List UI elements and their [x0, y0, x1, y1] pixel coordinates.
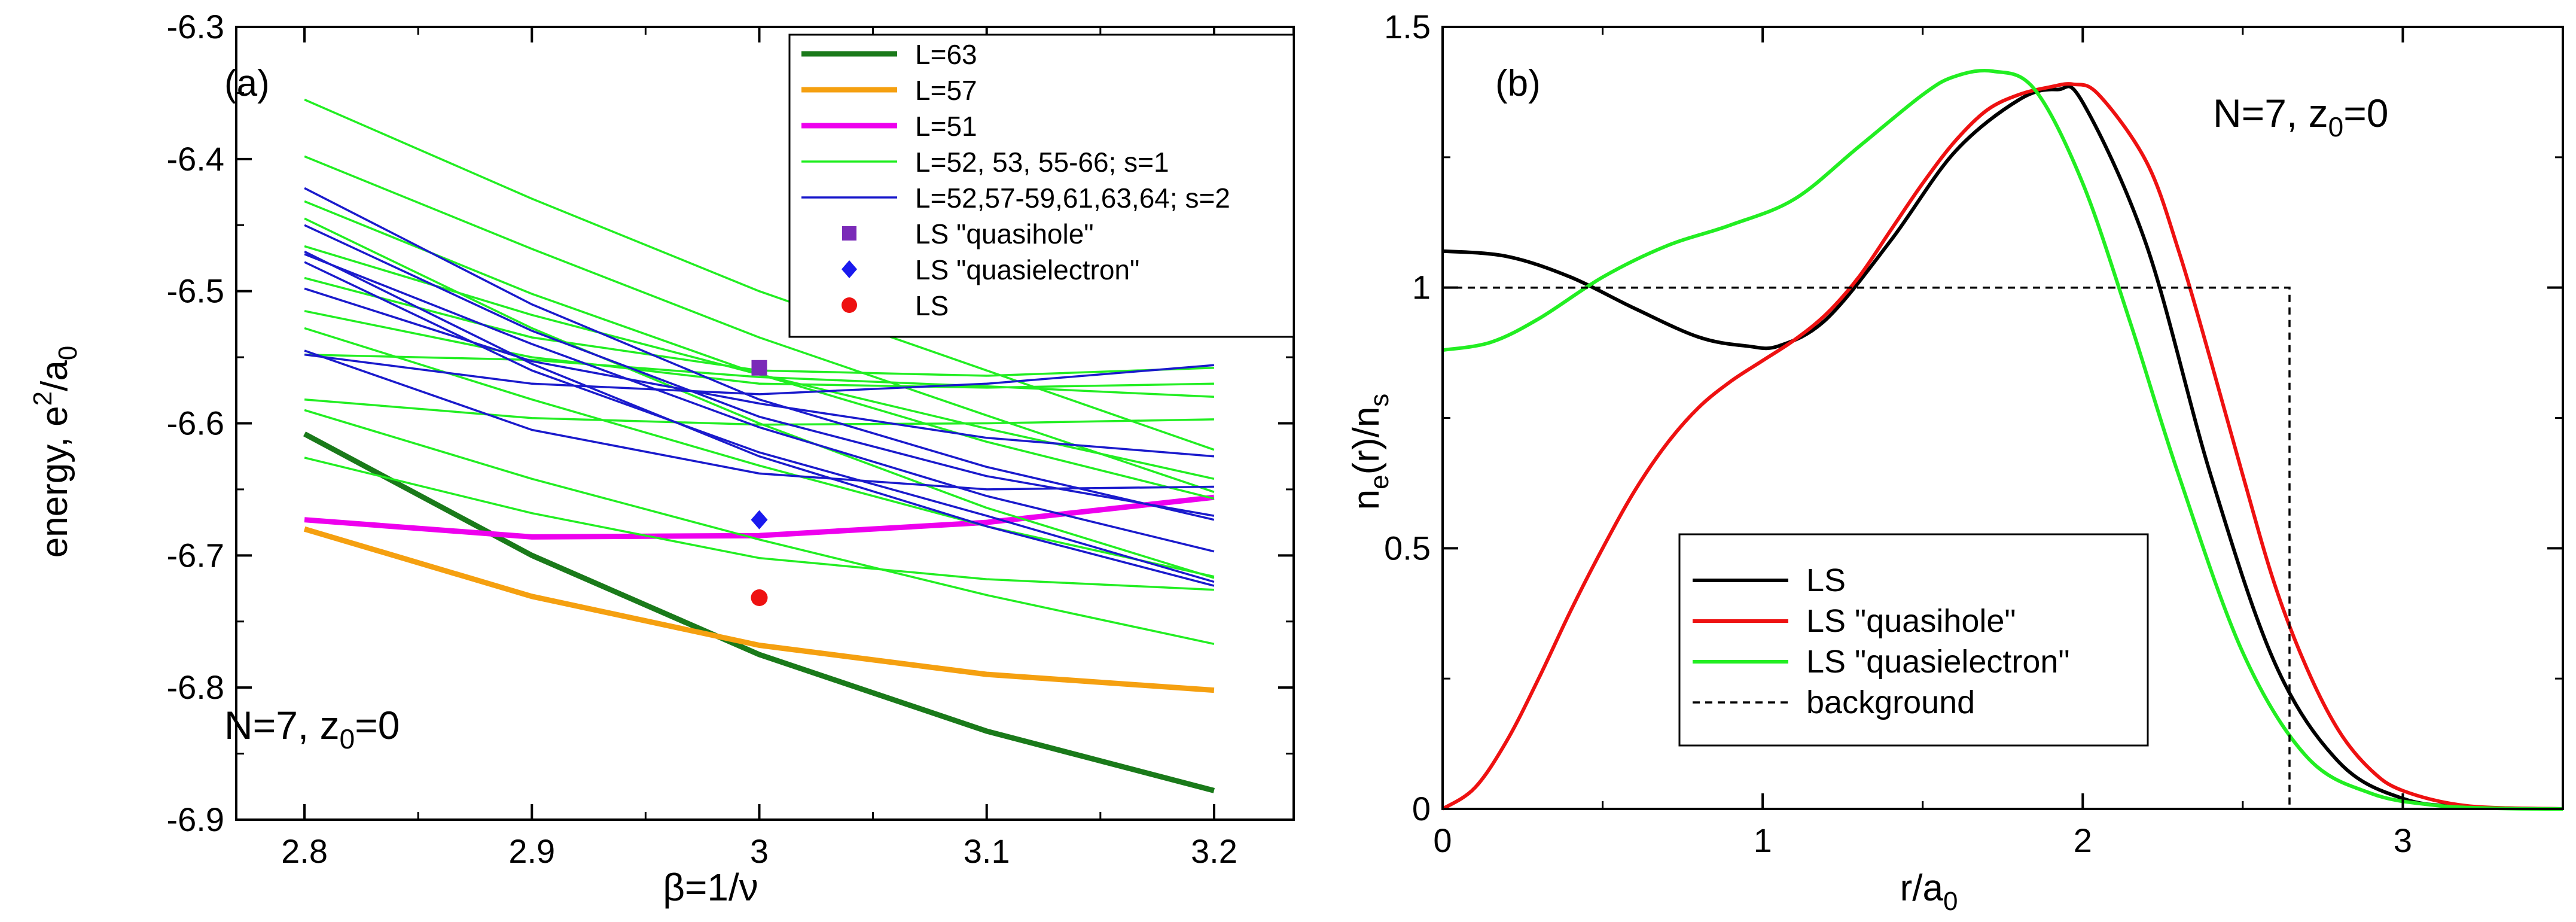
- panel-a-series-s-2-c: [304, 253, 1215, 553]
- panel-b-x-tick-label: 0: [1433, 821, 1452, 859]
- panel-a-legend-l-51-label: L=51: [915, 111, 977, 142]
- panel-a-series-s-1-b: [304, 155, 1215, 493]
- panel-a-y-tick-label: -6.8: [167, 668, 225, 706]
- panel-b-legend-ls-quasihole-label: LS "quasihole": [1806, 603, 2016, 639]
- panel-a-series-s-1-h: [304, 327, 1215, 578]
- panel-a-legend-l-52-53-55-66-s-1-label: L=52, 53, 55-66; s=1: [915, 147, 1169, 178]
- panel-a-y-tick-label: -6.7: [167, 536, 225, 574]
- panel-a-series-s-2-d: [304, 261, 1215, 583]
- panel-a-legend: L=63 L=57 L=51 L=52, 53, 55-66; s=1 L=52,57-…: [788, 34, 1295, 338]
- panel-a-y-tick-label: -6.9: [167, 801, 225, 838]
- panel-b-y-tick-label: 1: [1412, 269, 1431, 306]
- panel-a-legend-l-63-label: L=63: [915, 39, 977, 70]
- panel-a-series-s-1-j: [304, 398, 1214, 426]
- panel-a-legend-ls-quasielectron-swatch: [842, 260, 857, 278]
- panel-b-x-label: r/a0: [1900, 868, 1958, 916]
- panel-a-legend-ls-quasihole-swatch: [842, 226, 856, 241]
- panel-a-annotation: N=7, z0=0: [224, 703, 400, 754]
- panel-a-legend-box: [788, 34, 1295, 338]
- panel-a-series-s-2-a: [304, 187, 1215, 521]
- panel-b-legend-box: [1678, 533, 2149, 747]
- panel-a-x-tick-label: 3: [750, 832, 769, 870]
- panel-a-series-s-2-f: [304, 353, 1215, 395]
- panel-a-series-s-1-l: [304, 457, 1214, 591]
- panel-a-legend-ls-label: LS: [915, 290, 949, 321]
- panel-a-y-tick-label: -6.4: [167, 140, 225, 178]
- panel-a-legend-ls-quasielectron-label: LS "quasielectron": [915, 254, 1139, 285]
- panel-a-series-group: [303, 98, 1215, 793]
- panel-a-x-ticks: 2.8 2.9 3 3.1 3.2: [281, 27, 1237, 870]
- panel-a-y-tick-label: -6.6: [167, 404, 225, 442]
- panel-a-legend-entries: L=63 L=57 L=51 L=52, 53, 55-66; s=1 L=52,57-…: [801, 39, 1230, 321]
- panel-b-series-ls-quasihole: [1441, 82, 2563, 811]
- panel-b-y-ticks: 0 0.5 1 1.5: [1384, 8, 2563, 827]
- panel-b-y-label: ne(r)/ns: [1346, 394, 1394, 510]
- panel-b-y-tick-label: 0: [1412, 790, 1431, 827]
- panel-b-label: (b): [1495, 63, 1541, 104]
- panel-a-y-ticks: -6.9 -6.8 -6.7 -6.6 -6.5 -6.4 -6.3: [167, 8, 1294, 838]
- panel-b-legend: LS LS "quasihole" LS "quasielectron" backgr…: [1678, 533, 2149, 747]
- panel-b-annotation: N=7, z0=0: [2213, 91, 2388, 142]
- panel-b-series-group: [1441, 68, 2563, 811]
- panel-a-label: (a): [224, 63, 270, 104]
- panel-a-y-label: energy, e2/a0: [28, 346, 83, 558]
- panel-b-legend-ls-quasielectron-label: LS "quasielectron": [1806, 644, 2070, 680]
- panel-a-series-s-2-e: [304, 250, 1215, 587]
- panel-b-x-ticks: 0 1 2 3: [1433, 27, 2564, 859]
- panel-a-series-s-2-g: [304, 349, 1214, 491]
- panel-a-series-l-57: [303, 526, 1215, 693]
- panel-a: 2.8 2.9 3 3.1 3.2 -6.9-6.8-6.7-6.6-6.5-6.4-6…: [28, 8, 1295, 909]
- panel-b-x-tick-label: 3: [2394, 821, 2412, 859]
- panel-b: 0 1 2 3 0 0.5 1 1.5 (b) N=7, z0=0 r/a0 ne(r)/n…: [1346, 8, 2564, 916]
- panel-a-point-ls-quasihole: [751, 360, 767, 376]
- panel-a-series-s-1-k: [304, 409, 1215, 646]
- panel-a-legend-l-52-57-59-61-63-64-s-2-label: L=52,57-59,61,63,64; s=2: [915, 182, 1230, 214]
- panel-a-x-tick-label: 3.2: [1191, 832, 1237, 870]
- panel-a-legend-ls-swatch: [842, 297, 857, 313]
- panel-a-x-tick-label: 2.8: [281, 832, 328, 870]
- panel-a-x-label: β=1/ν: [663, 866, 758, 909]
- panel-a-legend-l-57-label: L=57: [915, 75, 977, 106]
- panel-b-series-ls-quasielectron: [1442, 68, 2563, 811]
- panel-a-series-s-1-i: [304, 353, 1214, 398]
- panel-a-y-tick-label: -6.3: [167, 8, 225, 45]
- panel-b-legend-entries: LS LS "quasihole" LS "quasielectron" backgr…: [1693, 562, 2070, 720]
- panel-a-series-s-1-g: [304, 310, 1214, 389]
- panel-b-y-tick-label: 0.5: [1384, 529, 1431, 567]
- panel-a-series-s-2-h: [304, 287, 1215, 458]
- panel-a-x-tick-label: 3.1: [964, 832, 1010, 870]
- panel-a-y-tick-label: -6.5: [167, 272, 225, 310]
- panel-a-series-l-63: [303, 431, 1215, 793]
- panel-b-x-tick-label: 2: [2074, 821, 2092, 859]
- panel-a-x-tick-label: 2.9: [508, 832, 555, 870]
- panel-b-y-tick-label: 1.5: [1384, 8, 1431, 45]
- panel-b-series-background: [1443, 286, 2291, 809]
- panel-a-series-s-1-a: [304, 98, 1215, 451]
- panel-a-point-ls-quasielectron: [751, 510, 768, 530]
- panel-b-legend-ls-label: LS: [1806, 562, 1846, 598]
- panel-a-point-ls: [751, 589, 768, 606]
- panel-a-legend-ls-quasihole-label: LS "quasihole": [915, 218, 1094, 249]
- panel-b-x-tick-label: 1: [1754, 821, 1772, 859]
- panel-b-legend-background-label: background: [1806, 684, 1975, 720]
- panel-a-points-group: [751, 360, 768, 606]
